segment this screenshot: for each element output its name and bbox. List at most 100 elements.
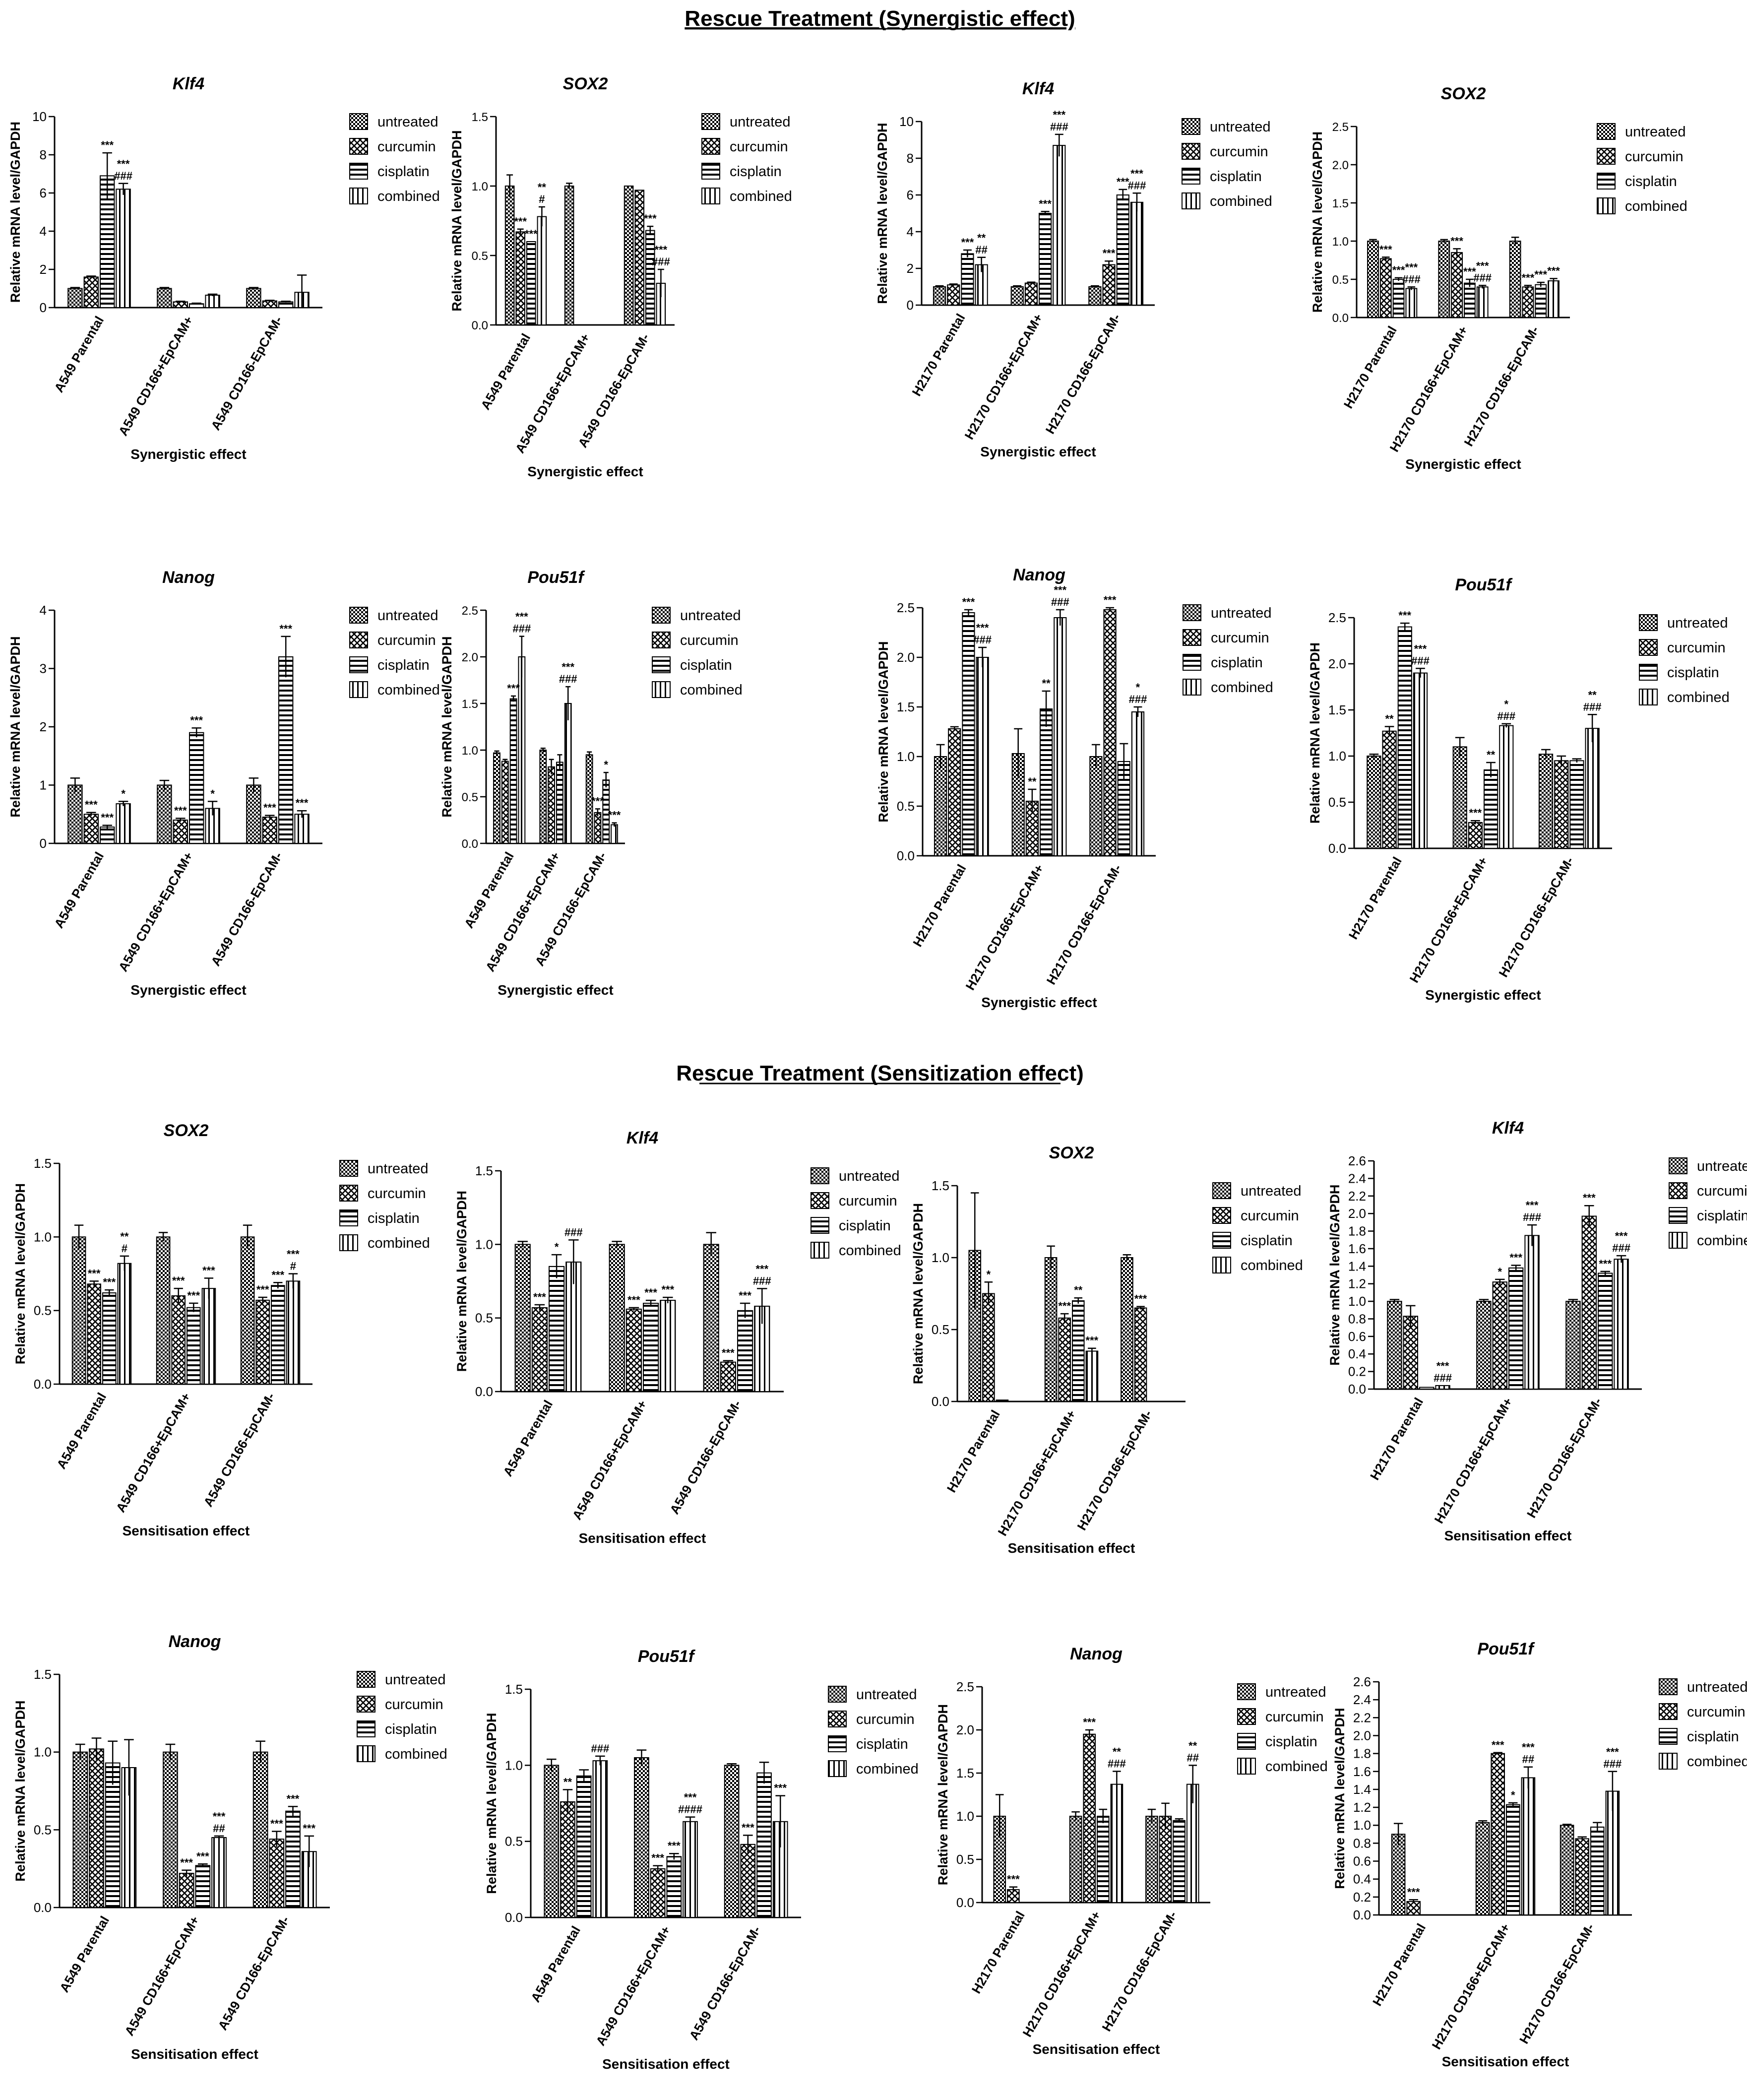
bar — [933, 286, 946, 306]
legend-swatch — [1669, 1232, 1687, 1249]
bar — [548, 766, 555, 844]
bar — [1405, 288, 1418, 318]
legend-swatch — [339, 1185, 358, 1202]
legend-label: cisplatin — [1211, 655, 1263, 671]
y-tick-label: 1.0 — [1332, 235, 1349, 249]
bar — [1476, 1301, 1492, 1390]
legend-label: combined — [839, 1243, 901, 1259]
bar — [211, 1837, 227, 1908]
y-tick-label: 8 — [907, 151, 914, 166]
significance-label: *** — [256, 1283, 269, 1296]
significance-label: ** — [1188, 1739, 1197, 1752]
significance-label: *** — [213, 1810, 226, 1823]
chart-title: Pou51f — [1477, 1640, 1535, 1658]
chart-title: Klf4 — [1492, 1119, 1524, 1138]
bar — [526, 241, 536, 325]
x-axis-label: Sensitisation effect — [123, 1523, 250, 1538]
legend-swatch — [1639, 639, 1658, 656]
y-tick-label: 0.0 — [1328, 841, 1346, 856]
bar — [1581, 1215, 1597, 1390]
bar — [271, 1285, 285, 1385]
y-tick-label: 2.0 — [1348, 1206, 1366, 1221]
legend-label: combined — [1210, 193, 1272, 209]
significance-label: *** — [1053, 109, 1065, 121]
significance-label: *** — [202, 1264, 215, 1276]
legend-swatch — [1212, 1232, 1231, 1249]
legend-swatch — [349, 113, 368, 130]
y-tick-label: 1.5 — [34, 1156, 52, 1171]
bar — [1058, 1317, 1071, 1402]
y-tick-label: 1.8 — [1353, 1746, 1371, 1761]
significance-label: # — [122, 1242, 127, 1255]
legend-label: cisplatin — [1687, 1729, 1739, 1745]
significance-label: ** — [1028, 775, 1037, 788]
legend-swatch — [1183, 654, 1201, 671]
legend-label: combined — [1667, 690, 1730, 705]
significance-label: *** — [196, 1850, 209, 1862]
legend-label: cisplatin — [368, 1210, 420, 1226]
bar — [116, 189, 131, 308]
legend-swatch — [1669, 1182, 1687, 1199]
bar — [756, 1772, 772, 1918]
significance-label: * — [1498, 1266, 1502, 1278]
bar — [1387, 1301, 1402, 1390]
y-tick-label: 1.0 — [1348, 1294, 1366, 1309]
bar — [1468, 822, 1483, 849]
significance-label: ### — [1604, 1758, 1622, 1770]
bar — [89, 1748, 104, 1908]
legend-label: untreated — [377, 608, 438, 624]
chart-title: Pou51f — [638, 1647, 696, 1666]
y-tick-label: 1.5 — [472, 111, 488, 124]
significance-label: *** — [1547, 264, 1560, 277]
x-tick-label: H2170 CD166+EpCAM+ — [962, 862, 1047, 993]
bar — [1145, 1816, 1158, 1903]
y-tick-label: 1 — [40, 778, 47, 793]
significance-label: ** — [1487, 749, 1496, 761]
bar — [294, 814, 310, 844]
significance-label: *** — [1522, 1741, 1535, 1754]
significance-label: *** — [739, 1289, 751, 1302]
bar — [501, 761, 509, 844]
legend-label: untreated — [1625, 124, 1686, 140]
bar — [1464, 282, 1476, 318]
y-axis-label: Relative mRNA level/GAPDH — [484, 1713, 499, 1894]
legend-swatch — [357, 1671, 375, 1688]
legend-label: combined — [1697, 1233, 1747, 1249]
y-axis-label: Relative mRNA level/GAPDH — [8, 636, 23, 817]
x-tick-label: H2170 CD166-EpCAM- — [1074, 1407, 1155, 1533]
significance-label: ## — [975, 244, 987, 256]
significance-label: *** — [287, 1248, 300, 1261]
y-tick-label: 3 — [40, 661, 47, 676]
bar — [1452, 746, 1467, 849]
significance-label: *** — [668, 1840, 681, 1852]
y-axis-label: Relative mRNA level/GAPDH — [1308, 642, 1322, 824]
x-tick-label: A549 CD166-EpCAM- — [215, 1913, 292, 2033]
bar — [493, 752, 500, 844]
legend-label: untreated — [680, 608, 741, 624]
legend-swatch — [357, 1720, 375, 1737]
legend-label: cisplatin — [1625, 174, 1677, 190]
legend-swatch — [828, 1686, 847, 1703]
significance-label: *** — [1526, 1199, 1539, 1211]
significance-label: ** — [538, 181, 547, 193]
bar — [205, 294, 220, 308]
significance-label: *** — [1398, 609, 1411, 622]
significance-label: *** — [101, 139, 114, 151]
x-tick-label: H2170 CD166+EpCAM+ — [961, 311, 1046, 442]
bar — [683, 1821, 698, 1918]
legend-swatch — [1182, 168, 1200, 185]
y-tick-label: 0.5 — [34, 1303, 52, 1318]
y-tick-label: 10 — [32, 109, 47, 124]
bar — [67, 288, 83, 308]
legend-swatch — [652, 607, 671, 624]
significance-label: *** — [608, 809, 621, 822]
legend-label: curcumin — [839, 1193, 897, 1209]
bar — [576, 1775, 592, 1918]
y-tick-label: 2.5 — [462, 604, 478, 618]
significance-label: ### — [591, 1742, 610, 1755]
legend-swatch — [349, 138, 368, 155]
bar — [1521, 1777, 1536, 1916]
bar — [564, 703, 572, 844]
x-tick-label: A549 Parental — [51, 314, 107, 395]
y-tick-label: 2.5 — [1328, 610, 1346, 625]
